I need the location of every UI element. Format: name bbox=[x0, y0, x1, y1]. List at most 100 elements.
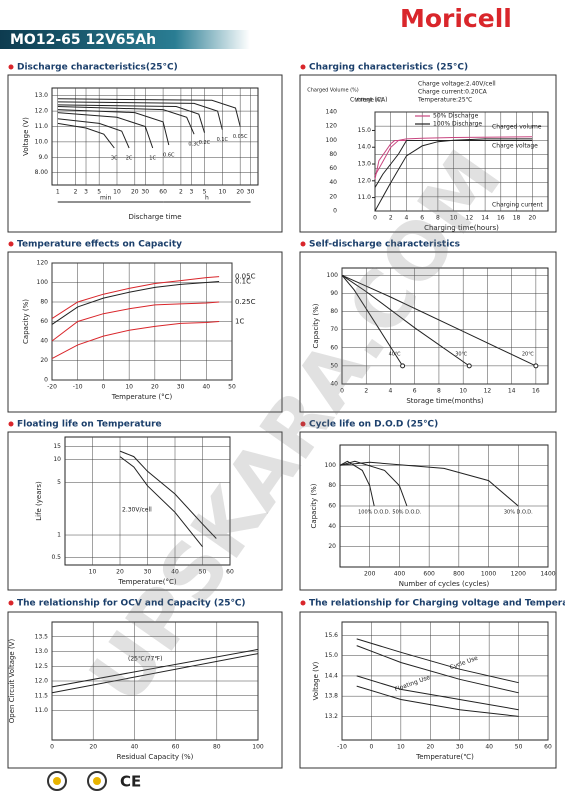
y-tick-label: 60 bbox=[330, 344, 338, 351]
y-tick-label: 100 bbox=[326, 137, 338, 144]
x-tick-label: 14 bbox=[508, 388, 516, 395]
y-tick-label: 80 bbox=[329, 151, 337, 158]
series-label: 1C bbox=[149, 156, 156, 162]
x-tick-label: 80 bbox=[213, 744, 221, 751]
series-line bbox=[57, 118, 130, 149]
annotation: Charge voltage bbox=[492, 143, 538, 150]
title-bullet bbox=[300, 64, 306, 70]
series-label: 0.05C bbox=[233, 134, 248, 140]
y-tick-label: 12.0 bbox=[35, 108, 49, 115]
series-label: 0.25C bbox=[235, 298, 256, 306]
y2-tick-label: 15.0 bbox=[358, 127, 372, 134]
x-tick-label: 60 bbox=[226, 569, 234, 576]
y-tick-label: 15 bbox=[53, 443, 61, 450]
series-label: 0.6C bbox=[163, 152, 175, 158]
series-line bbox=[341, 274, 470, 367]
y2-tick-label: 13.0 bbox=[358, 161, 372, 168]
series-line bbox=[57, 106, 195, 135]
x-tick-label: 2 bbox=[74, 189, 78, 196]
y-tick-label: 15.0 bbox=[325, 652, 339, 659]
y2-tick-label: 11.0 bbox=[358, 194, 372, 201]
y-tick-label: 40 bbox=[329, 179, 337, 186]
chart-title: Charging characteristics (25°C) bbox=[309, 63, 468, 73]
title-bullet bbox=[300, 241, 306, 247]
x-tick-label: 14 bbox=[481, 215, 489, 222]
y-tick-label: 20 bbox=[40, 357, 48, 364]
x-tick-label: 400 bbox=[394, 571, 406, 578]
series-label: 0.3C bbox=[188, 142, 200, 148]
y-tick-label: 60 bbox=[329, 165, 337, 172]
panel bbox=[299, 611, 557, 769]
x-tick-label: 800 bbox=[453, 571, 465, 578]
x-axis-label: Temperature(℃) bbox=[415, 753, 474, 761]
x-tick-label: 20 bbox=[528, 215, 536, 222]
x-tick-label: 2 bbox=[364, 388, 368, 395]
y-axis-label: Charged Volume (%) bbox=[307, 88, 359, 94]
series-line bbox=[356, 638, 519, 684]
y-tick-label: 13.8 bbox=[325, 693, 339, 700]
y2-axis-label: Voltage (V) bbox=[355, 98, 383, 104]
x-tick-label: 2 bbox=[389, 215, 393, 222]
series-line bbox=[51, 276, 220, 320]
legend-label: 100% Discharge bbox=[433, 121, 482, 128]
y-tick-label: 80 bbox=[330, 308, 338, 315]
title-bullet bbox=[8, 241, 14, 247]
x-tick-label: 6 bbox=[420, 215, 424, 222]
annotation: Temperature:25℃ bbox=[417, 97, 473, 104]
panel bbox=[7, 611, 283, 769]
x-tick-label: 1200 bbox=[511, 571, 526, 578]
x-tick-label: 5 bbox=[97, 189, 101, 196]
title-bullet bbox=[8, 421, 14, 427]
x-tick-label: 30 bbox=[141, 189, 149, 196]
y-tick-label: 13.5 bbox=[35, 633, 49, 640]
x-tick-label: 20 bbox=[236, 189, 244, 196]
y-tick-label: 140 bbox=[326, 109, 338, 116]
series-line bbox=[374, 136, 533, 176]
annotation: Current (CA) bbox=[350, 97, 387, 104]
y-tick-label: 80 bbox=[328, 482, 336, 489]
x-tick-label: 12 bbox=[466, 215, 474, 222]
x-tick-label: 16 bbox=[497, 215, 505, 222]
y-tick-label: 40 bbox=[40, 338, 48, 345]
series-line bbox=[57, 112, 154, 149]
y-tick-label: 80 bbox=[40, 299, 48, 306]
x-tick-label: 8 bbox=[437, 388, 441, 395]
series-label: 0.1C bbox=[235, 278, 251, 286]
y-tick-label: 50 bbox=[330, 362, 338, 369]
series-line bbox=[119, 456, 203, 548]
title-bullet bbox=[8, 64, 14, 70]
x-axis-label: Storage time(months) bbox=[406, 397, 484, 405]
x-tick-label: 16 bbox=[532, 388, 540, 395]
y-tick-label: 13.2 bbox=[325, 713, 339, 720]
x-axis-label: Temperature (°C) bbox=[111, 393, 173, 401]
x-tick-label: -10 bbox=[337, 744, 347, 751]
x-tick-label: 0 bbox=[340, 388, 344, 395]
x-tick-label: 30 bbox=[144, 569, 152, 576]
x-tick-label: 0 bbox=[102, 384, 106, 391]
cert-logo bbox=[87, 771, 107, 791]
y-tick-label: 11.0 bbox=[35, 707, 49, 714]
series-label: 0.1C bbox=[217, 137, 229, 143]
x-tick-label: 1 bbox=[56, 189, 60, 196]
x-tick-label: 200 bbox=[364, 571, 376, 578]
series-line bbox=[341, 274, 537, 367]
ce-mark: CE bbox=[120, 773, 141, 791]
x-tick-label: 10 bbox=[113, 189, 121, 196]
series-line bbox=[51, 648, 259, 688]
series-line bbox=[51, 301, 220, 342]
x-tick-label: 10 bbox=[397, 744, 405, 751]
series-line bbox=[57, 109, 170, 146]
x-tick-label: 10 bbox=[450, 215, 458, 222]
series-line bbox=[51, 653, 259, 694]
x-tick-label: 0 bbox=[370, 744, 374, 751]
x-tick-label: 40 bbox=[485, 744, 493, 751]
y-tick-label: 15.6 bbox=[325, 632, 339, 639]
x-tick-label: 18 bbox=[513, 215, 521, 222]
x-axis-label: Charging time(hours) bbox=[424, 224, 499, 232]
chart-title: The relationship for OCV and Capacity (2… bbox=[17, 599, 246, 609]
x-tick-label: 20 bbox=[89, 744, 97, 751]
series-line bbox=[51, 321, 220, 360]
cert-logo bbox=[53, 777, 61, 785]
series-line bbox=[57, 101, 223, 130]
chart-title: Temperature effects on Capacity bbox=[17, 240, 182, 250]
